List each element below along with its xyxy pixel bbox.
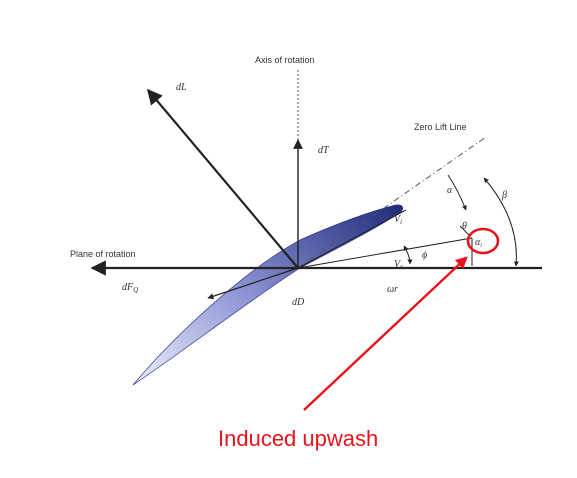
alpha-label: α xyxy=(447,185,453,196)
zero-lift-line-label: Zero Lift Line xyxy=(414,122,467,132)
omega-r-label: ωr xyxy=(387,284,398,295)
induced-upwash-highlight-circle xyxy=(466,227,500,255)
axis-of-rotation-label: Axis of rotation xyxy=(255,55,315,65)
dFQ-vector xyxy=(207,267,299,300)
dFQ-label: dFQ xyxy=(122,282,138,294)
plane-of-rotation-label: Plane of rotation xyxy=(70,249,136,259)
dT-label: dT xyxy=(318,145,330,156)
Vi-line xyxy=(297,209,407,269)
theta-arc xyxy=(459,225,471,237)
induced-upwash-label: Induced upwash xyxy=(218,426,378,451)
alpha-arc xyxy=(447,174,467,211)
Vr-line xyxy=(297,237,473,269)
phi-arc xyxy=(403,245,413,265)
theta-label: θ xyxy=(462,221,467,232)
dL-label: dL xyxy=(176,82,187,93)
dD-label: dD xyxy=(292,297,305,308)
Vi-label: Vi xyxy=(394,214,402,226)
phi-label: ϕ xyxy=(422,250,427,261)
beta-label: β xyxy=(501,190,507,201)
Vr-label: Vr xyxy=(394,259,403,271)
induced-upwash-arrow xyxy=(303,256,468,411)
dL-vector xyxy=(147,88,299,269)
alpha-i-label: αi xyxy=(475,237,482,249)
beta-arc xyxy=(483,177,519,267)
blade-airfoil xyxy=(132,204,403,386)
